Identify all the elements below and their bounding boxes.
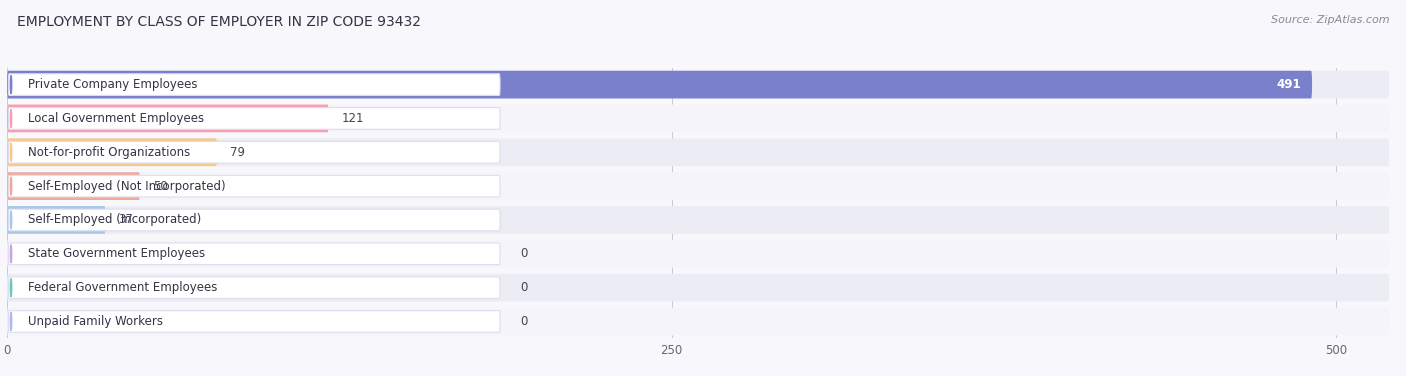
FancyBboxPatch shape <box>7 172 1389 200</box>
FancyBboxPatch shape <box>8 209 501 231</box>
Text: EMPLOYMENT BY CLASS OF EMPLOYER IN ZIP CODE 93432: EMPLOYMENT BY CLASS OF EMPLOYER IN ZIP C… <box>17 15 420 29</box>
Text: 79: 79 <box>231 146 245 159</box>
FancyBboxPatch shape <box>8 175 501 197</box>
FancyBboxPatch shape <box>7 274 1389 302</box>
Text: 491: 491 <box>1277 78 1302 91</box>
Text: 0: 0 <box>520 315 527 328</box>
Circle shape <box>10 143 11 161</box>
FancyBboxPatch shape <box>7 138 1389 166</box>
Text: 0: 0 <box>520 247 527 260</box>
FancyBboxPatch shape <box>8 141 501 163</box>
Text: 50: 50 <box>153 180 167 193</box>
FancyBboxPatch shape <box>7 105 329 132</box>
Text: Not-for-profit Organizations: Not-for-profit Organizations <box>28 146 191 159</box>
Text: 121: 121 <box>342 112 364 125</box>
Text: 0: 0 <box>520 281 527 294</box>
FancyBboxPatch shape <box>7 206 1389 234</box>
Text: State Government Employees: State Government Employees <box>28 247 205 260</box>
Text: 37: 37 <box>118 214 134 226</box>
FancyBboxPatch shape <box>8 243 501 265</box>
Circle shape <box>10 211 11 229</box>
FancyBboxPatch shape <box>7 71 1389 99</box>
FancyBboxPatch shape <box>7 240 1389 268</box>
FancyBboxPatch shape <box>7 206 105 234</box>
FancyBboxPatch shape <box>8 311 501 332</box>
Text: Private Company Employees: Private Company Employees <box>28 78 198 91</box>
Text: Self-Employed (Not Incorporated): Self-Employed (Not Incorporated) <box>28 180 226 193</box>
Circle shape <box>10 245 11 263</box>
FancyBboxPatch shape <box>7 308 1389 335</box>
Text: Federal Government Employees: Federal Government Employees <box>28 281 218 294</box>
Circle shape <box>10 109 11 127</box>
Circle shape <box>10 76 11 94</box>
FancyBboxPatch shape <box>8 74 501 96</box>
FancyBboxPatch shape <box>7 172 141 200</box>
Text: Source: ZipAtlas.com: Source: ZipAtlas.com <box>1271 15 1389 25</box>
Text: Self-Employed (Incorporated): Self-Employed (Incorporated) <box>28 214 201 226</box>
FancyBboxPatch shape <box>7 138 217 166</box>
FancyBboxPatch shape <box>7 71 1312 99</box>
FancyBboxPatch shape <box>8 277 501 299</box>
Text: Unpaid Family Workers: Unpaid Family Workers <box>28 315 163 328</box>
FancyBboxPatch shape <box>7 105 1389 132</box>
Text: Local Government Employees: Local Government Employees <box>28 112 204 125</box>
Circle shape <box>10 279 11 297</box>
Circle shape <box>10 177 11 195</box>
Circle shape <box>10 312 11 331</box>
FancyBboxPatch shape <box>8 108 501 129</box>
